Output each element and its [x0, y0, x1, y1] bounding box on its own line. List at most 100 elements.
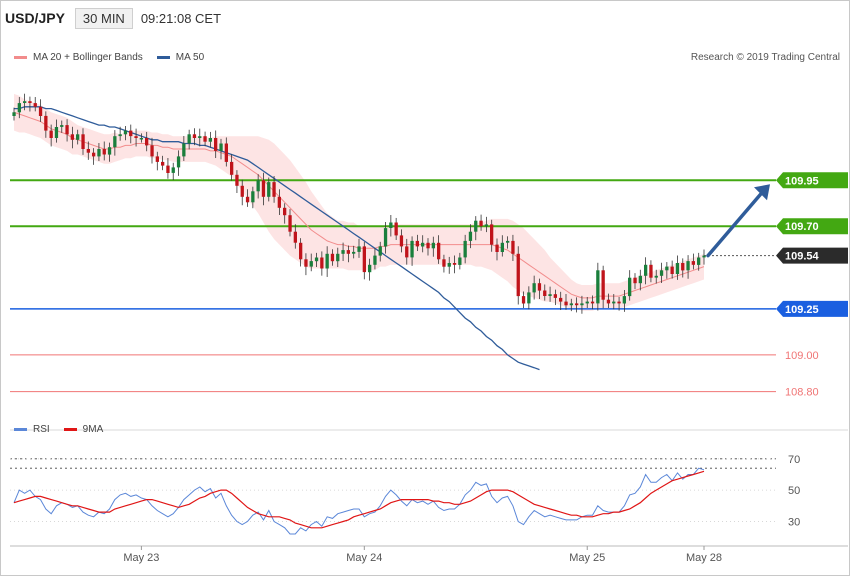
- legend-rsi-ma-label: 9MA: [82, 424, 104, 435]
- level-tag-109.70: [776, 218, 848, 235]
- candle-body: [665, 266, 669, 271]
- rsi-tick-label: 30: [788, 516, 800, 528]
- candle-body: [267, 182, 271, 197]
- rsi-tick-label: 50: [788, 485, 800, 497]
- candle-body: [28, 101, 32, 103]
- candle-body: [171, 167, 175, 173]
- candle-body: [251, 191, 255, 203]
- candle-body: [203, 136, 207, 142]
- projection-arrow-head-icon: [754, 184, 770, 201]
- x-axis-label: May 23: [123, 552, 159, 564]
- symbol-title[interactable]: USD/JPY: [5, 10, 65, 26]
- candle-body: [675, 263, 680, 274]
- candle-body: [601, 270, 605, 300]
- candle-body: [638, 275, 642, 284]
- rsi-ma-swatch-icon: [63, 428, 77, 431]
- candle-body: [107, 147, 112, 155]
- candle-body: [336, 253, 340, 262]
- candle-body: [139, 138, 143, 140]
- candle-body: [468, 231, 473, 241]
- ma50-line: [14, 106, 540, 371]
- candle-body: [606, 299, 611, 304]
- candle-body: [617, 301, 621, 304]
- rsi-line: [13, 467, 705, 535]
- candle-body: [596, 270, 600, 304]
- candle-body: [575, 303, 579, 306]
- candle-body: [304, 259, 308, 267]
- legend-rsi-ma: 9MA: [63, 424, 104, 435]
- candle-body: [670, 266, 674, 274]
- candle-body: [293, 231, 297, 243]
- candle-body: [654, 275, 658, 278]
- candle-body: [81, 134, 85, 149]
- candle-body: [437, 242, 441, 260]
- candle-body: [368, 264, 372, 273]
- candle-body: [256, 180, 260, 192]
- candle-body: [49, 130, 53, 138]
- candle-body: [299, 242, 303, 260]
- candle-body: [17, 103, 21, 113]
- candle-body: [490, 224, 494, 245]
- x-axis-label: May 24: [346, 552, 382, 564]
- candle-body: [383, 228, 388, 247]
- candle-body: [442, 259, 446, 267]
- candle-body: [38, 106, 43, 116]
- candle-body: [373, 255, 377, 265]
- candle-body: [192, 134, 197, 138]
- candle-body: [44, 115, 48, 131]
- candle-body: [585, 301, 589, 304]
- candle-body: [543, 290, 547, 296]
- rsi-legend: RSI 9MA: [14, 424, 117, 435]
- candle-body: [415, 240, 419, 247]
- candle-body: [161, 161, 165, 166]
- candle-body: [224, 143, 228, 162]
- candle-body: [399, 235, 404, 247]
- candle-body: [628, 277, 632, 297]
- legend-rsi-label: RSI: [33, 424, 50, 435]
- level-label-109.95: 109.95: [785, 175, 819, 187]
- level-tag-109.95: [776, 172, 848, 189]
- candle-body: [341, 250, 345, 254]
- candle-body: [452, 263, 457, 265]
- candle-body: [198, 136, 202, 138]
- candle-body: [92, 152, 96, 157]
- rsi-swatch-icon: [14, 428, 27, 431]
- candle-body: [389, 222, 393, 228]
- level-label-109.00: 109.00: [785, 350, 819, 362]
- candle-body: [70, 134, 74, 140]
- candle-body: [113, 136, 117, 148]
- candle-body: [230, 161, 234, 175]
- candle-body: [86, 149, 90, 153]
- candle-body: [548, 294, 552, 296]
- level-label-108.80: 108.80: [785, 387, 819, 399]
- candle-body: [580, 303, 584, 306]
- legend-ma50: MA 50: [156, 52, 204, 63]
- rsi-tick-label: 70: [788, 454, 800, 466]
- candle-body: [405, 246, 409, 258]
- candle-body: [521, 296, 526, 304]
- candle-body: [378, 246, 382, 256]
- candle-body: [277, 196, 281, 208]
- candle-body: [166, 165, 170, 173]
- candle-body: [564, 301, 568, 306]
- candle-body: [527, 292, 531, 304]
- candle-body: [134, 136, 138, 138]
- candle-body: [320, 257, 324, 269]
- candle-body: [644, 264, 648, 276]
- legend-ma20-label: MA 20 + Bollinger Bands: [33, 52, 143, 63]
- candle-body: [240, 185, 244, 197]
- x-axis-label: May 28: [686, 552, 722, 564]
- timeframe-badge[interactable]: 30 MIN: [74, 7, 133, 29]
- candle-body: [54, 127, 59, 138]
- candle-body: [60, 125, 64, 127]
- research-credit: Research © 2019 Trading Central: [690, 52, 840, 63]
- candle-body: [697, 257, 701, 265]
- candle-body: [12, 112, 16, 116]
- candle-body: [516, 253, 520, 297]
- candle-body: [447, 263, 451, 267]
- candle-body: [426, 242, 430, 249]
- candle-body: [559, 297, 563, 302]
- main-legend: MA 20 + Bollinger Bands MA 50: [14, 52, 218, 63]
- level-label-109.54: 109.54: [785, 251, 820, 263]
- candle-body: [474, 220, 478, 232]
